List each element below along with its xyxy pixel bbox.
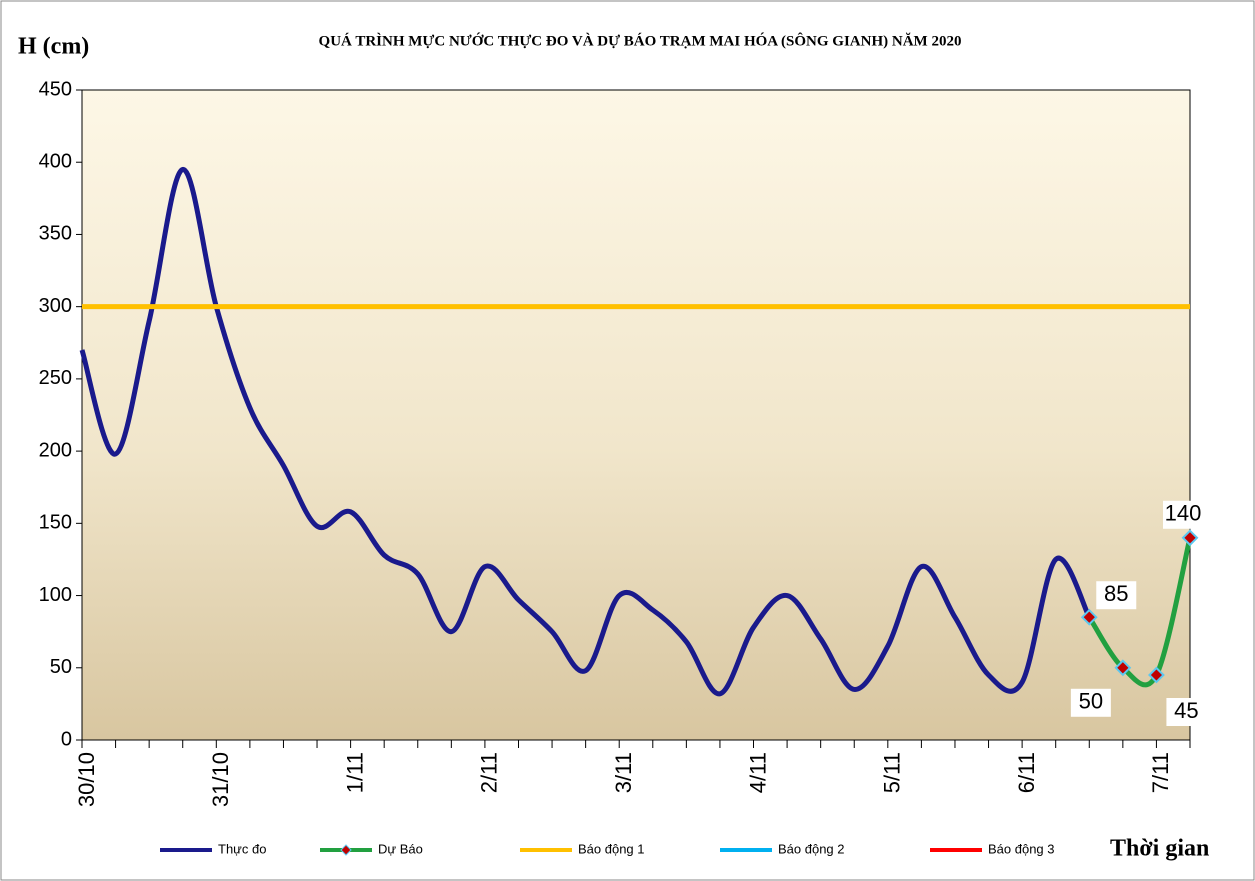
x-axis-label: Thời gian <box>1110 836 1209 862</box>
point-marker <box>1148 666 1165 684</box>
x-tick-label: 3/11 <box>611 752 636 793</box>
chart-title: QUÁ TRÌNH MỰC NƯỚC THỰC ĐO VÀ DỰ BÁO TRẠ… <box>319 32 962 49</box>
y-tick-label: 400 <box>39 151 72 173</box>
y-tick-label: 250 <box>39 367 72 389</box>
y-tick-label: 300 <box>39 295 72 317</box>
y-tick-label: 0 <box>61 728 72 750</box>
value-label: 140 <box>1165 501 1202 526</box>
value-label: 85 <box>1104 581 1128 606</box>
value-label-bg <box>1070 688 1111 717</box>
y-tick-label: 150 <box>39 512 72 534</box>
x-tick-label: 31/10 <box>208 752 233 807</box>
legend-label: Báo động 1 <box>578 841 645 856</box>
y-tick-label: 350 <box>39 223 72 245</box>
x-tick-label: 5/11 <box>880 752 905 793</box>
legend-label: Báo động 3 <box>988 841 1055 856</box>
y-tick-label: 50 <box>50 656 72 678</box>
y-tick-label: 100 <box>39 584 72 606</box>
x-tick-label: 7/11 <box>1148 752 1173 793</box>
legend-marker <box>340 844 352 856</box>
legend-label: Báo động 2 <box>778 841 845 856</box>
x-tick-label: 30/10 <box>74 752 99 807</box>
x-tick-label: 6/11 <box>1014 752 1039 793</box>
y-tick-label: 200 <box>39 439 72 461</box>
x-tick-label: 1/11 <box>342 752 367 793</box>
point-marker <box>1080 608 1098 626</box>
legend-label: Thực đo <box>218 841 266 856</box>
value-label: 45 <box>1174 698 1198 723</box>
x-tick-label: 2/11 <box>477 752 502 793</box>
plot-area <box>81 89 1191 741</box>
x-tick-label: 4/11 <box>745 752 770 793</box>
value-label-bg <box>1163 500 1203 529</box>
value-label-bg <box>1166 698 1207 726</box>
y-tick-label: 450 <box>39 78 72 100</box>
legend-label: Dự Báo <box>378 841 423 856</box>
series-line <box>1087 537 1193 688</box>
value-label: 50 <box>1079 689 1103 714</box>
y-axis-label: H (cm) <box>18 34 89 60</box>
point-marker <box>1181 529 1199 547</box>
point-marker <box>1114 659 1132 677</box>
value-label-bg <box>1096 581 1137 610</box>
